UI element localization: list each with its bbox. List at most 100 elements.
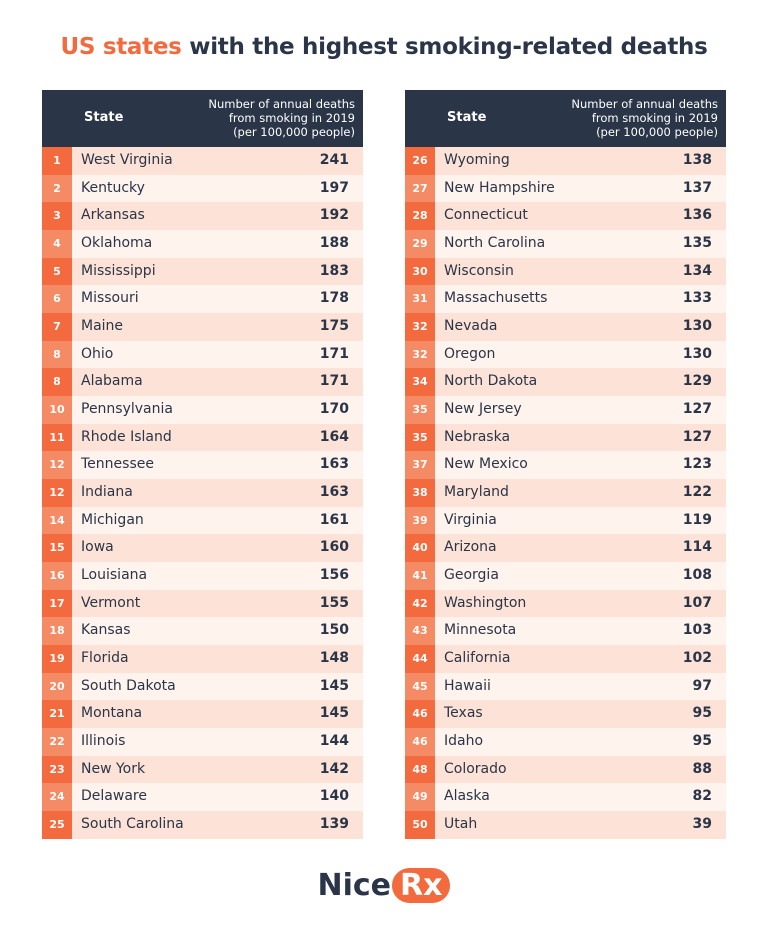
state-name: Texas — [444, 705, 483, 722]
death-rate: 88 — [692, 760, 712, 777]
table-row: 17 Vermont 155 — [42, 589, 363, 618]
state-name: New Jersey — [444, 401, 522, 418]
death-rate: 192 — [319, 207, 349, 224]
state-name: Iowa — [81, 539, 114, 556]
death-rate: 137 — [682, 179, 712, 196]
death-rate: 155 — [319, 594, 349, 611]
rank: 32 — [405, 340, 435, 369]
death-rate: 160 — [319, 539, 349, 556]
state-name: Maine — [81, 318, 124, 335]
state-name: Idaho — [444, 733, 484, 750]
table-row: 15 Iowa 160 — [42, 534, 363, 563]
title-rest: with the highest smoking-related deaths — [189, 34, 708, 60]
table-row: 31 Massachusetts 133 — [405, 285, 726, 314]
rank: 24 — [42, 783, 72, 812]
table-row: 4 Oklahoma 188 — [42, 230, 363, 258]
table-row: 19 Florida 148 — [42, 645, 363, 673]
state-name: New Mexico — [444, 456, 528, 473]
table-row: 48 Colorado 88 — [405, 755, 726, 784]
death-rate: 133 — [682, 290, 712, 307]
rank: 10 — [42, 396, 72, 424]
state-name: West Virginia — [81, 152, 173, 168]
state-name: Michigan — [81, 511, 144, 528]
state-name: Mississippi — [81, 262, 156, 279]
value-header: Number of annual deaths from smoking in 2… — [571, 97, 718, 139]
state-name: Arizona — [444, 539, 497, 556]
table-row: 5 Mississippi 183 — [42, 257, 363, 286]
rank: 45 — [405, 672, 435, 701]
rank: 18 — [42, 617, 72, 646]
death-rate: 197 — [319, 179, 349, 196]
table-row: 35 New Jersey 127 — [405, 396, 726, 424]
table: State Number of annual deaths from smoking… — [42, 90, 363, 839]
logo-first: Nice — [317, 868, 392, 903]
state-name: Pennsylvania — [81, 401, 173, 418]
state-name: Louisiana — [81, 567, 148, 584]
rank: 19 — [42, 645, 72, 673]
value-header-line: Number of annual deaths — [571, 97, 718, 111]
death-rate: 129 — [682, 373, 712, 390]
rank: 14 — [42, 506, 72, 535]
table-row: 44 California 102 — [405, 645, 726, 673]
death-rate: 139 — [319, 816, 349, 833]
rank: 5 — [42, 257, 72, 286]
death-rate: 119 — [682, 511, 712, 528]
table-row: 38 Maryland 122 — [405, 479, 726, 507]
rank: 40 — [405, 534, 435, 563]
table-row: 21 Montana 145 — [42, 700, 363, 729]
death-rate: 130 — [682, 345, 712, 362]
table-row: 40 Arizona 114 — [405, 534, 726, 563]
table-row: 27 New Hampshire 137 — [405, 174, 726, 203]
state-name: Oregon — [444, 345, 496, 362]
logo-second: Rx — [392, 868, 451, 903]
table-row: 29 North Carolina 135 — [405, 230, 726, 258]
table-row: 46 Idaho 95 — [405, 728, 726, 756]
state-name: Alaska — [444, 788, 490, 805]
table-row: 8 Alabama 171 — [42, 368, 363, 397]
rank: 34 — [405, 368, 435, 397]
rank: 6 — [42, 285, 72, 314]
rank: 20 — [42, 672, 72, 701]
rank: 48 — [405, 755, 435, 784]
rank: 31 — [405, 285, 435, 314]
state-name: Colorado — [444, 760, 507, 777]
state-name: Maryland — [444, 484, 509, 501]
death-rate: 148 — [319, 650, 349, 667]
death-rate: 156 — [319, 567, 349, 584]
state-name: Georgia — [444, 567, 499, 584]
death-rate: 82 — [692, 788, 712, 805]
death-rate: 142 — [319, 760, 349, 777]
rank: 37 — [405, 451, 435, 480]
state-name: Vermont — [81, 594, 141, 611]
rank: 7 — [42, 313, 72, 341]
rank: 46 — [405, 728, 435, 756]
rank: 42 — [405, 589, 435, 618]
state-header: State — [84, 110, 124, 125]
death-rate: 107 — [682, 594, 712, 611]
table-row: 34 North Dakota 129 — [405, 368, 726, 397]
value-header-line: Number of annual deaths — [208, 97, 355, 111]
title-highlight: US states — [60, 34, 182, 60]
table-header: State Number of annual deaths from smoking… — [42, 90, 363, 147]
logo: Nice Rx — [0, 868, 768, 903]
rank: 11 — [42, 423, 72, 452]
death-rate: 178 — [319, 290, 349, 307]
rank: 25 — [42, 811, 72, 839]
state-name: South Carolina — [81, 816, 184, 833]
rank: 44 — [405, 645, 435, 673]
rank: 46 — [405, 700, 435, 729]
value-header-line: (per 100,000 people) — [233, 125, 355, 139]
death-rate: 150 — [319, 622, 349, 639]
table-row: 32 Nevada 130 — [405, 313, 726, 341]
rank: 16 — [42, 562, 72, 590]
death-rate: 127 — [682, 401, 712, 418]
death-rate: 138 — [682, 152, 712, 168]
table-row: 11 Rhode Island 164 — [42, 423, 363, 452]
rank: 30 — [405, 257, 435, 286]
rank: 32 — [405, 313, 435, 341]
rank: 22 — [42, 728, 72, 756]
state-name: Ohio — [81, 345, 114, 362]
state-name: Washington — [444, 594, 527, 611]
state-name: Kansas — [81, 622, 131, 639]
death-rate: 163 — [319, 456, 349, 473]
